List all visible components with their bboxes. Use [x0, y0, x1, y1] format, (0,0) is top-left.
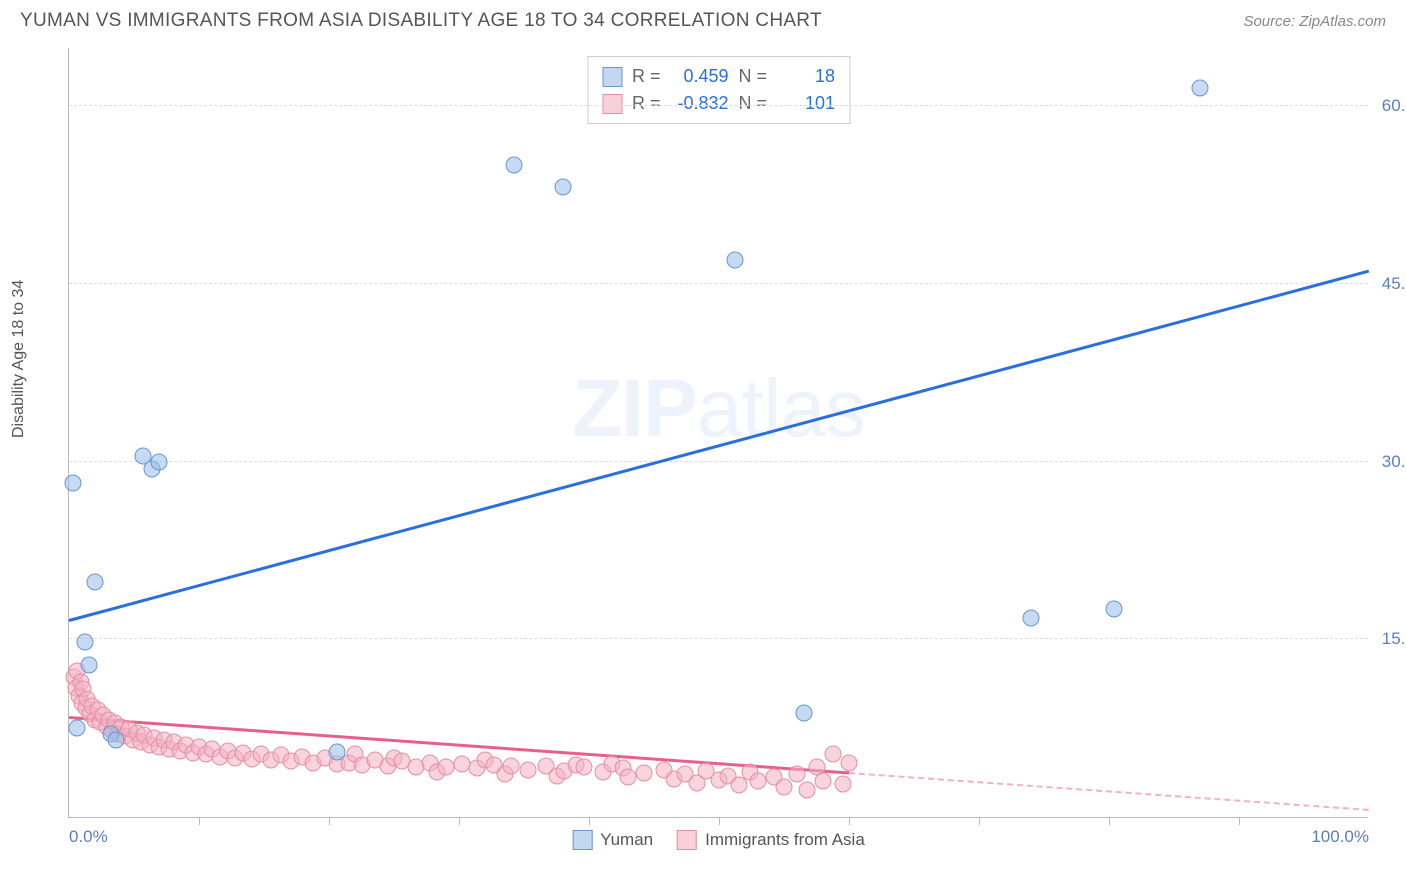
data-point: [76, 633, 93, 650]
stat-n-label: N =: [739, 63, 768, 90]
data-point: [555, 178, 572, 195]
data-point: [519, 761, 536, 778]
x-tick: [1239, 817, 1240, 825]
chart-header: YUMAN VS IMMIGRANTS FROM ASIA DISABILITY…: [0, 0, 1406, 38]
legend-item-blue: Yuman: [572, 830, 653, 850]
stat-n-pink: 101: [777, 90, 835, 117]
x-tick: [589, 817, 590, 825]
data-point: [503, 758, 520, 775]
data-point: [841, 754, 858, 771]
gridline: [69, 461, 1368, 462]
x-tick: [979, 817, 980, 825]
data-point: [620, 768, 637, 785]
data-point: [328, 743, 345, 760]
data-point: [730, 777, 747, 794]
data-point: [1106, 600, 1123, 617]
data-point: [750, 773, 767, 790]
y-tick-label: 15.0%: [1382, 629, 1406, 649]
y-tick-label: 60.0%: [1382, 96, 1406, 116]
data-point: [726, 252, 743, 269]
x-tick: [1109, 817, 1110, 825]
data-point: [825, 746, 842, 763]
trend-line: [849, 772, 1369, 811]
x-tick: [849, 817, 850, 825]
data-point: [87, 574, 104, 591]
data-point: [453, 755, 470, 772]
data-point: [789, 766, 806, 783]
data-point: [150, 453, 167, 470]
y-tick-label: 30.0%: [1382, 452, 1406, 472]
stat-n-label: N =: [739, 90, 768, 117]
x-tick: [199, 817, 200, 825]
gridline: [69, 105, 1368, 106]
trend-line: [69, 269, 1370, 621]
y-tick-label: 45.0%: [1382, 274, 1406, 294]
data-point: [815, 773, 832, 790]
stat-n-blue: 18: [777, 63, 835, 90]
x-tick: [459, 817, 460, 825]
x-tick-label: 0.0%: [69, 827, 108, 847]
data-point: [1023, 610, 1040, 627]
swatch-pink-icon: [677, 830, 697, 850]
stat-r-label: R =: [632, 90, 661, 117]
stats-row-pink: R = -0.832 N = 101: [602, 90, 835, 117]
swatch-blue-icon: [572, 830, 592, 850]
gridline: [69, 638, 1368, 639]
data-point: [438, 759, 455, 776]
watermark: ZIPatlas: [572, 362, 865, 456]
data-point: [635, 765, 652, 782]
data-point: [795, 704, 812, 721]
bottom-legend: Yuman Immigrants from Asia: [572, 830, 865, 850]
data-point: [80, 657, 97, 674]
stats-box: R = 0.459 N = 18 R = -0.832 N = 101: [587, 56, 850, 124]
legend-label: Immigrants from Asia: [705, 830, 865, 850]
x-tick-label: 100.0%: [1311, 827, 1369, 847]
chart-title: YUMAN VS IMMIGRANTS FROM ASIA DISABILITY…: [20, 10, 822, 32]
data-point: [107, 732, 124, 749]
plot-region: ZIPatlas R = 0.459 N = 18 R = -0.832 N =…: [68, 48, 1368, 818]
stat-r-label: R =: [632, 63, 661, 90]
legend-label: Yuman: [600, 830, 653, 850]
data-point: [68, 720, 85, 737]
watermark-light: atlas: [697, 363, 865, 454]
data-point: [1192, 80, 1209, 97]
x-tick: [719, 817, 720, 825]
data-point: [799, 781, 816, 798]
data-point: [834, 775, 851, 792]
data-point: [505, 157, 522, 174]
data-point: [64, 474, 81, 491]
source-label: Source: ZipAtlas.com: [1243, 13, 1386, 30]
swatch-pink-icon: [602, 94, 622, 114]
gridline: [69, 283, 1368, 284]
stat-r-pink: -0.832: [671, 90, 729, 117]
data-point: [776, 779, 793, 796]
swatch-blue-icon: [602, 67, 622, 87]
watermark-bold: ZIP: [572, 363, 697, 454]
stats-row-blue: R = 0.459 N = 18: [602, 63, 835, 90]
data-point: [575, 759, 592, 776]
legend-item-pink: Immigrants from Asia: [677, 830, 865, 850]
stat-r-blue: 0.459: [671, 63, 729, 90]
y-axis-label: Disability Age 18 to 34: [10, 280, 28, 438]
x-tick: [329, 817, 330, 825]
